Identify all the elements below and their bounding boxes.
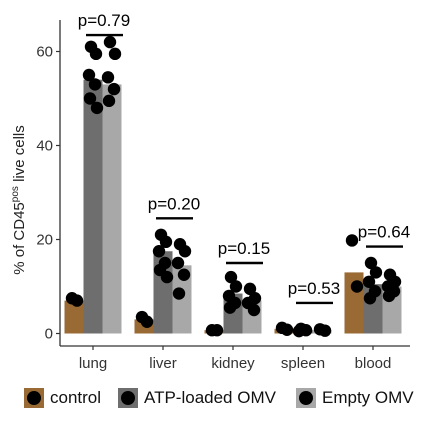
point-control-liver <box>140 315 154 328</box>
point-empty-omv-liver <box>178 245 192 258</box>
point-atp-loaded-omv-blood <box>364 256 378 270</box>
point-atp-loaded-omv-liver <box>160 270 174 284</box>
x-tick-label-blood: blood <box>355 355 392 372</box>
point-control-blood <box>345 234 359 247</box>
y-tick-label: 40 <box>36 138 53 155</box>
point-atp-loaded-omv-lung <box>89 47 103 61</box>
bar-empty-omv-liver <box>172 265 192 334</box>
bar-control-lung <box>64 300 84 334</box>
legend-swatch-empty-omv <box>296 388 316 408</box>
legend-item-atp-loaded-omv: ATP-loaded OMV <box>118 385 276 411</box>
y-axis-label: % of CD45pos live cells <box>10 125 28 275</box>
x-tick-label-kidney: kidney <box>211 355 255 372</box>
point-empty-omv-lung <box>102 94 116 108</box>
bar-chart: 0 20 40 60 lung liver kidney spleen blood p=0.79… <box>10 11 410 372</box>
point-atp-loaded-omv-blood <box>362 275 376 288</box>
legend-swatch-atp-loaded-omv <box>118 388 138 408</box>
point-empty-omv-kidney <box>247 303 261 317</box>
point-empty-omv-lung <box>108 47 122 61</box>
point-atp-loaded-omv-spleen <box>292 324 306 338</box>
p-value-annotations: p=0.79 p=0.20 p=0.15 p=0.53 p=0.64 <box>78 11 410 305</box>
point-empty-omv-lung <box>107 82 121 96</box>
point-atp-loaded-omv-kidney <box>223 301 237 314</box>
point-empty-omv-lung <box>103 35 117 49</box>
point-control-blood <box>350 280 364 293</box>
y-tick-label: 60 <box>36 44 53 61</box>
legend: control ATP-loaded OMV Empty OMV <box>24 385 444 411</box>
pvalue-label-liver: p=0.20 <box>148 194 200 213</box>
pvalue-label-lung: p=0.79 <box>78 11 130 30</box>
bar-atp-loaded-omv-lung <box>83 79 103 334</box>
pvalue-label-spleen: p=0.53 <box>288 279 340 298</box>
pvalue-label-kidney: p=0.15 <box>218 239 270 258</box>
point-empty-omv-kidney <box>243 282 257 296</box>
point-empty-omv-liver <box>171 256 185 270</box>
point-atp-loaded-omv-liver <box>159 235 173 249</box>
point-atp-loaded-omv-liver <box>152 245 166 258</box>
legend-label-control: control <box>50 388 102 407</box>
legend-label-empty-omv: Empty OMV <box>322 388 414 407</box>
legend-item-empty-omv: Empty OMV <box>296 385 414 411</box>
legend-label-atp-loaded-omv: ATP-loaded OMV <box>144 388 276 407</box>
bar-empty-omv-lung <box>102 84 122 334</box>
point-control-lung <box>70 294 84 307</box>
x-tick-label-spleen: spleen <box>281 355 325 372</box>
x-tick-label-liver: liver <box>149 355 177 372</box>
point-atp-loaded-omv-blood <box>363 292 377 305</box>
point-atp-loaded-omv-kidney <box>224 270 238 284</box>
y-tick-label: 0 <box>45 326 53 343</box>
point-atp-loaded-omv-lung <box>83 92 97 105</box>
point-atp-loaded-omv-blood <box>369 266 383 279</box>
y-tick-label: 20 <box>36 232 53 249</box>
point-control-kidney <box>210 324 224 337</box>
legend-swatch-control <box>24 388 44 408</box>
point-atp-loaded-omv-lung <box>88 78 102 91</box>
point-control-spleen <box>280 323 294 336</box>
point-atp-loaded-omv-lung <box>82 68 96 82</box>
point-empty-omv-spleen <box>318 324 332 337</box>
point-empty-omv-blood <box>382 289 396 303</box>
point-empty-omv-liver <box>177 268 191 281</box>
x-tick-label-lung: lung <box>79 355 107 372</box>
pvalue-label-blood: p=0.64 <box>358 223 410 242</box>
point-atp-loaded-omv-kidney <box>229 280 243 293</box>
data-points <box>65 35 402 338</box>
legend-item-control: control <box>24 385 101 411</box>
point-atp-loaded-omv-lung <box>90 101 104 115</box>
point-empty-omv-liver <box>172 287 186 300</box>
point-empty-omv-lung <box>101 71 115 84</box>
axes: 0 20 40 60 lung liver kidney spleen blood <box>36 20 410 372</box>
